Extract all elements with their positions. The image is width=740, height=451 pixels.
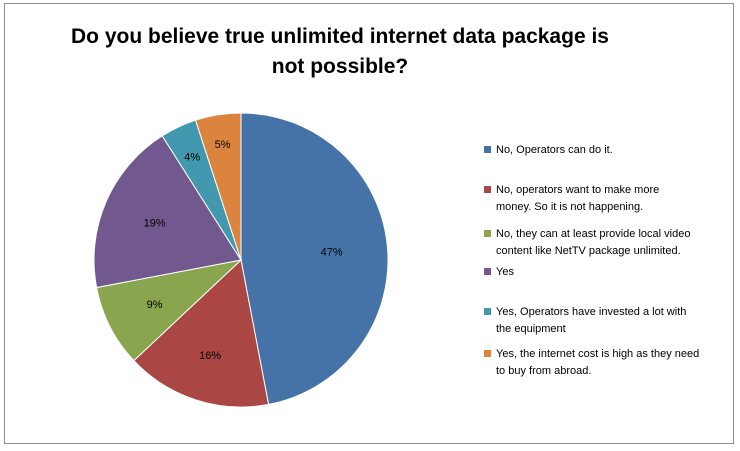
pie-slice-yes — [93, 135, 242, 289]
legend-label-line: the equipment — [496, 323, 566, 335]
pie-slice-no-local-video-content — [96, 259, 243, 362]
data-label-yes-operators-invested: 4% — [184, 151, 200, 163]
legend-label-line: content like NetTV package unlimited. — [496, 245, 681, 257]
data-label-no-operators-can: 47% — [321, 246, 343, 258]
legend-label-line: Yes, the internet cost is high as they n… — [496, 348, 700, 360]
data-label-yes-internet-cost-high: 5% — [215, 139, 231, 151]
legend-label-line: Yes, Operators have invested a lot with — [496, 306, 687, 318]
legend-swatch — [484, 146, 491, 153]
legend-label-line: No, Operators can do it. — [496, 144, 613, 156]
chart-title-line-1: Do you believe true unlimited internet d… — [71, 25, 609, 48]
data-label-no-operators-want-more-money: 16% — [199, 350, 221, 362]
legend-swatch — [484, 308, 491, 315]
chart-title-line-2: not possible? — [271, 55, 409, 78]
pie-slice-no-operators-can — [240, 112, 389, 405]
legend-label-line: money. So it is not happening. — [496, 201, 644, 213]
legend-label: No, operators want to make more money. So… — [496, 182, 732, 216]
legend-swatch — [484, 350, 491, 357]
legend-label: Yes, Operators have invested a lot with t… — [496, 304, 732, 338]
pie-slice-no-operators-want-more-money — [133, 259, 270, 408]
legend-label-line: No, operators want to make more — [496, 184, 660, 196]
data-label-yes: 19% — [144, 218, 166, 230]
legend-label: No, they can at least provide local vide… — [496, 226, 732, 260]
legend-label-line: No, they can at least provide local vide… — [496, 228, 691, 240]
pie-slice-yes-internet-cost-high — [194, 112, 242, 261]
legend-label: No, Operators can do it. — [496, 142, 732, 159]
legend-label: Yes, the internet cost is high as they n… — [496, 346, 732, 380]
legend-label: Yes — [496, 264, 732, 281]
legend-swatch — [484, 230, 491, 237]
legend-swatch — [484, 186, 491, 193]
chart-title: Do you believe true unlimited internet d… — [0, 22, 680, 82]
legend-swatch — [484, 268, 491, 275]
legend-label-line: to buy from abroad. — [496, 365, 592, 377]
legend-label-line: Yes — [496, 266, 514, 278]
data-label-no-local-video-content: 9% — [147, 299, 163, 311]
